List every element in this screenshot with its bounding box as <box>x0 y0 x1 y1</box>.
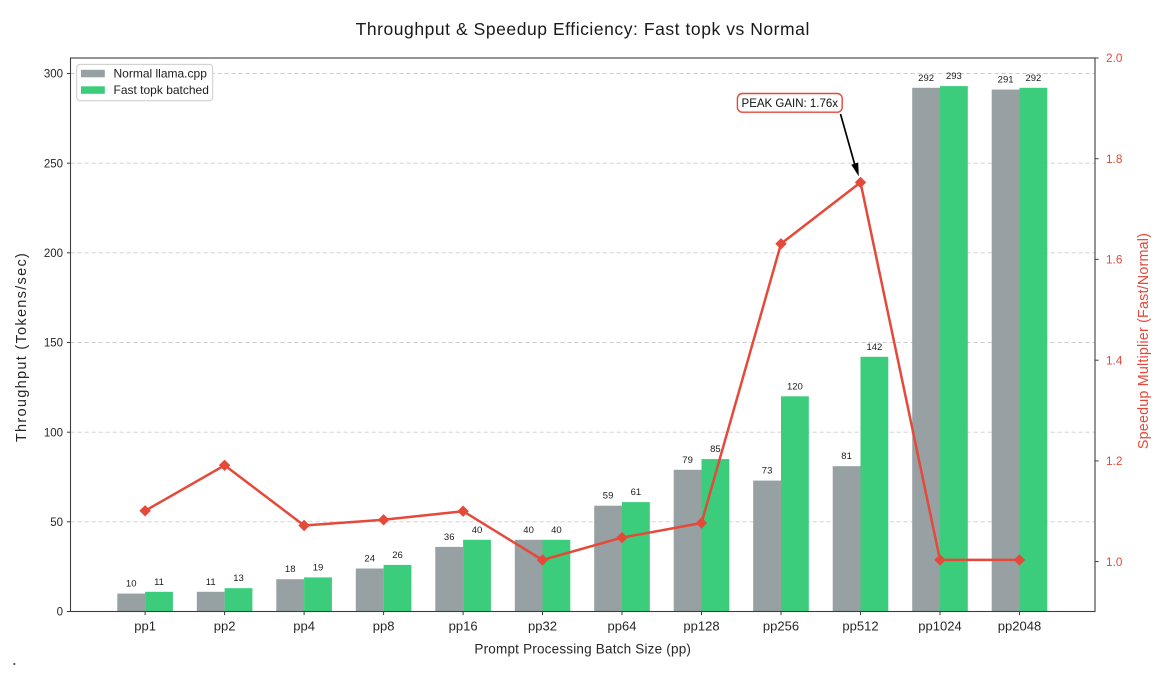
svg-text:Throughput (Tokens/sec): Throughput (Tokens/sec) <box>14 252 30 442</box>
svg-text:19: 19 <box>313 562 324 573</box>
svg-text:0: 0 <box>57 607 63 619</box>
svg-text:pp8: pp8 <box>373 619 395 634</box>
svg-text:Speedup Multiplier (Fast/Norma: Speedup Multiplier (Fast/Normal) <box>1136 233 1152 449</box>
svg-text:120: 120 <box>787 381 803 392</box>
svg-text:Fast topk batched: Fast topk batched <box>114 83 209 97</box>
svg-text:36: 36 <box>444 532 455 543</box>
svg-text:1.2: 1.2 <box>1106 454 1122 468</box>
svg-text:50: 50 <box>50 517 63 529</box>
svg-text:pp16: pp16 <box>449 619 478 634</box>
svg-text:200: 200 <box>44 248 63 260</box>
svg-text:1.4: 1.4 <box>1106 353 1123 367</box>
svg-text:292: 292 <box>1025 73 1041 84</box>
svg-text:73: 73 <box>762 466 773 477</box>
svg-text:pp32: pp32 <box>528 619 557 634</box>
svg-text:1.8: 1.8 <box>1106 152 1123 166</box>
svg-text:293: 293 <box>946 71 962 82</box>
svg-text:pp64: pp64 <box>608 619 637 634</box>
svg-text:250: 250 <box>44 158 63 170</box>
svg-text:142: 142 <box>866 342 882 353</box>
svg-text:pp512: pp512 <box>842 619 878 634</box>
svg-text:1.0: 1.0 <box>1106 555 1123 569</box>
svg-text:Throughput & Speedup Efficienc: Throughput & Speedup Efficiency: Fast to… <box>356 19 810 39</box>
svg-text:18: 18 <box>285 564 296 575</box>
svg-text:24: 24 <box>364 554 375 565</box>
svg-text:40: 40 <box>523 525 534 536</box>
svg-text:79: 79 <box>682 455 693 466</box>
svg-text:85: 85 <box>710 444 721 455</box>
svg-text:61: 61 <box>631 487 642 498</box>
svg-text:13: 13 <box>233 573 244 584</box>
svg-text:11: 11 <box>206 577 216 588</box>
svg-text:291: 291 <box>998 75 1014 86</box>
svg-text:1.6: 1.6 <box>1106 253 1123 267</box>
svg-text:PEAK GAIN: 1.76x: PEAK GAIN: 1.76x <box>742 98 839 110</box>
svg-text:pp128: pp128 <box>683 619 719 634</box>
svg-text:pp2: pp2 <box>214 619 236 634</box>
svg-text:11: 11 <box>154 577 164 588</box>
svg-text:pp1: pp1 <box>134 619 156 634</box>
svg-text:2.0: 2.0 <box>1106 51 1123 65</box>
svg-text:81: 81 <box>841 451 852 462</box>
svg-text:pp4: pp4 <box>293 619 315 634</box>
svg-text:26: 26 <box>392 550 403 561</box>
svg-text:150: 150 <box>44 338 63 350</box>
svg-text:40: 40 <box>551 525 562 536</box>
svg-text:Prompt Processing Batch Size (: Prompt Processing Batch Size (pp) <box>474 642 691 657</box>
svg-text:Normal llama.cpp: Normal llama.cpp <box>114 67 208 81</box>
svg-text:10: 10 <box>126 579 137 590</box>
svg-text:40: 40 <box>472 525 483 536</box>
svg-text:300: 300 <box>44 69 63 81</box>
svg-text:pp256: pp256 <box>763 619 799 634</box>
svg-text:292: 292 <box>918 73 934 84</box>
svg-text:59: 59 <box>603 491 614 502</box>
svg-text:pp2048: pp2048 <box>998 619 1041 634</box>
svg-text:pp1024: pp1024 <box>918 619 961 634</box>
svg-text:100: 100 <box>44 427 63 439</box>
